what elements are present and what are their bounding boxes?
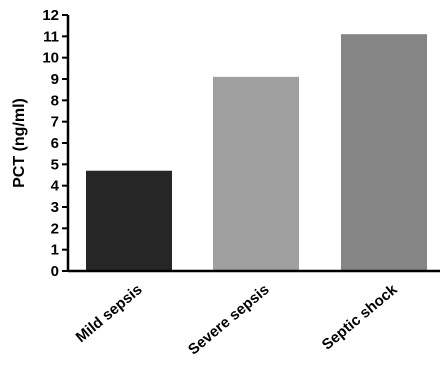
y-tick-label: 1 — [51, 242, 59, 259]
y-tick-label: 3 — [51, 199, 59, 216]
y-tick-label: 12 — [42, 7, 59, 24]
y-tick-label: 9 — [51, 71, 59, 88]
y-tick-label: 7 — [51, 114, 59, 131]
x-category-label: Mild sepsis — [73, 281, 146, 346]
bars-group — [86, 34, 427, 272]
y-tick-label: 6 — [51, 135, 59, 152]
y-tick-label: 11 — [43, 28, 59, 45]
y-tick-label: 0 — [51, 263, 59, 280]
x-category-label: Severe sepsis — [185, 281, 273, 358]
bar-mild-sepsis — [86, 170, 172, 271]
bar-septic-shock — [341, 34, 427, 272]
bar-severe-sepsis — [213, 76, 299, 271]
y-tick-label: 5 — [51, 156, 59, 173]
y-tick-label: 4 — [51, 178, 60, 195]
x-axis-labels: Mild sepsis Severe sepsis Septic shock — [73, 281, 401, 359]
y-tick-label: 10 — [42, 50, 59, 67]
y-tick-label: 8 — [51, 92, 59, 109]
x-category-label: Septic shock — [319, 281, 401, 354]
y-axis-title: PCT (ng/ml) — [11, 98, 28, 188]
y-tick-label: 2 — [51, 220, 59, 237]
